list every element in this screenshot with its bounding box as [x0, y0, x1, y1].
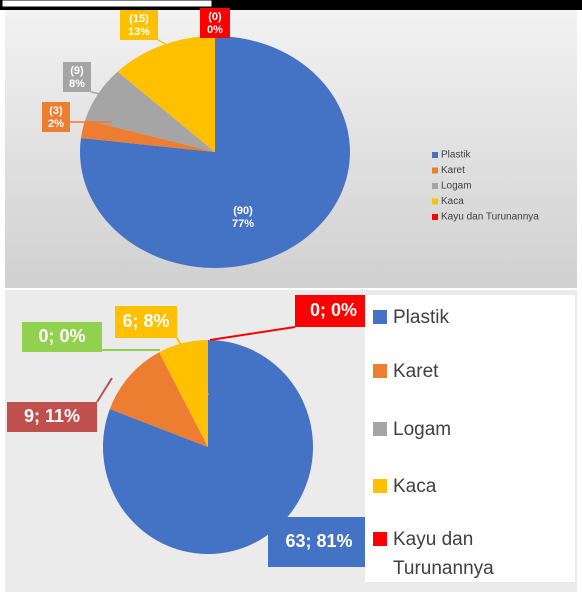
data-label-box — [7, 402, 97, 432]
legend-label: Plastik — [441, 150, 471, 161]
legend-swatch — [373, 422, 387, 436]
legend: Plastik Karet Logam Kaca Kayu dan Turunannya — [365, 295, 575, 582]
legend-label: Plastik — [393, 307, 449, 328]
legend-swatch — [373, 532, 387, 546]
data-label: 9; 11% — [24, 406, 80, 426]
legend-item: Plastik — [373, 303, 573, 332]
pie-slice — [109, 352, 208, 447]
legend-label: Logam — [393, 419, 452, 440]
legend-swatch — [432, 167, 438, 174]
data-label-box — [63, 62, 91, 92]
data-label: (9) 8% — [69, 65, 85, 90]
data-label-count: (15) — [129, 13, 149, 25]
legend-label: Kayu dan Turunannya — [441, 212, 539, 223]
data-label: 0; 0% — [38, 326, 85, 346]
pie-slice — [80, 119, 215, 152]
data-label-count: (9) — [70, 65, 84, 77]
legend-swatch — [373, 310, 387, 324]
data-label-count: (0) — [208, 11, 222, 23]
data-label-box — [22, 322, 102, 352]
data-label-count: (3) — [49, 105, 63, 117]
table-cell — [1, 0, 213, 8]
data-label-box — [120, 10, 158, 40]
legend-item: Logam — [373, 415, 573, 444]
data-label-box — [42, 102, 70, 132]
legend-label: Karet — [393, 361, 439, 382]
data-label-box — [268, 517, 370, 567]
callout-line — [176, 337, 209, 396]
data-label-box — [295, 295, 372, 327]
pie-slice — [85, 71, 216, 152]
data-label-count: (90) — [233, 205, 253, 217]
data-label-percent: 8% — [69, 78, 85, 90]
callout-line — [251, 499, 269, 518]
legend-swatch — [432, 198, 438, 205]
legend-swatch — [432, 152, 438, 158]
data-label-percent: 2% — [48, 118, 64, 130]
top-bar — [0, 0, 582, 10]
data-label: (0) 0% — [207, 11, 223, 36]
legend-item: Karet — [373, 357, 573, 386]
pie-slice — [159, 339, 208, 447]
legend-swatch — [373, 364, 387, 378]
data-label: 6; 8% — [122, 311, 169, 331]
data-label-percent: 0% — [207, 24, 223, 36]
data-label-box — [222, 202, 264, 232]
legend-swatch — [432, 183, 438, 189]
legend-label: Kaca — [393, 476, 437, 497]
legend-label: Kayu dan Turunannya — [393, 529, 494, 579]
legend-label: Logam — [441, 181, 472, 192]
legend-label: Kaca — [441, 196, 464, 207]
callout-line — [96, 377, 113, 403]
callout-line — [90, 91, 119, 99]
pie-slice — [117, 36, 215, 152]
legend-item: Kayu dan Turunannya — [373, 525, 573, 583]
data-label: (15) 13% — [128, 13, 150, 38]
callout-line — [209, 326, 296, 341]
data-label-box — [115, 306, 177, 338]
data-label: 63; 81% — [285, 531, 352, 551]
data-label: 0; 0% — [310, 300, 357, 320]
legend-swatch — [373, 479, 387, 493]
legend-label: Karet — [441, 165, 465, 176]
legend-swatch — [432, 214, 438, 220]
data-label-percent: 77% — [232, 218, 254, 230]
data-label: (3) 2% — [48, 105, 64, 130]
legend-item: Kaca — [373, 472, 573, 501]
data-label-box — [200, 8, 230, 38]
data-label: (90) 77% — [232, 205, 254, 230]
callout-line — [157, 39, 181, 53]
data-label-percent: 13% — [128, 26, 150, 38]
